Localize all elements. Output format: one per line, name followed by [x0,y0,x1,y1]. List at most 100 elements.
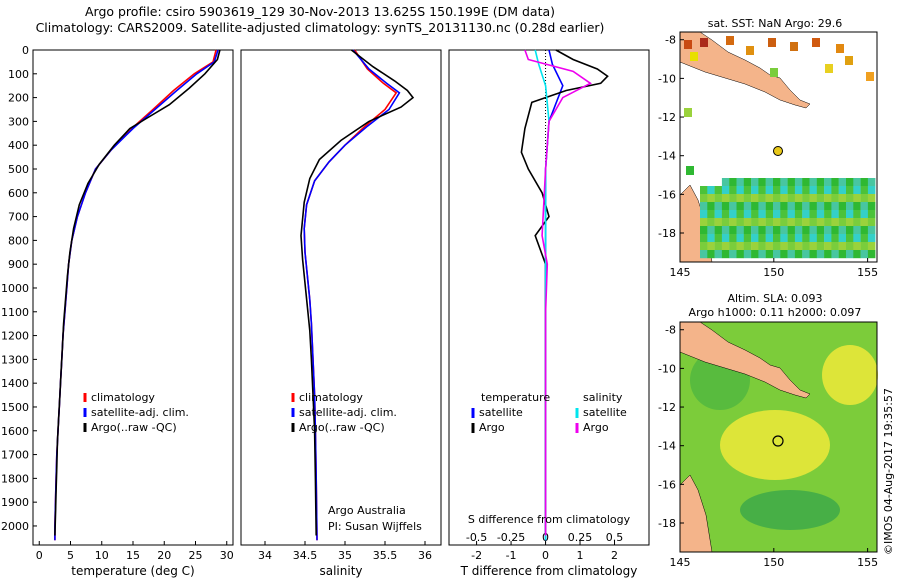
sst-pixel [743,186,752,195]
sst-pixel [773,234,781,243]
map-y-tick-label: -12 [658,401,676,414]
sst-pixel [765,194,774,203]
x-tick-label: 0 [542,549,549,562]
sst-pixel [751,218,759,227]
sla-png-land [679,321,811,399]
sst-pixel [700,234,708,243]
sst-pixel [831,218,839,227]
sst-pixel [794,194,803,203]
x-tick-label: 0 [36,549,43,562]
sst-pixel [824,250,832,259]
salinity-axes [240,49,442,546]
sst-pixel [824,226,832,235]
sst-pixel [707,186,715,195]
sst-pixel [765,234,774,243]
sst-pixel [758,250,766,259]
map-y-tick-label: -8 [665,324,676,337]
map-y-tick-label: -16 [658,188,676,201]
sst-pixel [846,202,854,211]
sst-pixel [787,218,796,227]
sst-map-frame [679,31,878,263]
sst-argo-location-marker [773,146,783,156]
t-difference-xlabel: T difference from climatology [460,564,638,578]
sst-pixel [809,250,817,259]
sst-pixel [707,194,715,203]
salinity-series [300,49,415,541]
sst-pixel [853,226,861,235]
sst-pixel [700,186,708,195]
sst-pixel [751,202,759,211]
map-y-tick-label: -14 [658,440,676,453]
sst-pixel [773,210,781,219]
map-y-tick-label: -10 [658,362,676,375]
sst-pixel [860,202,869,211]
sst-pixel [794,218,803,227]
sst-pixel [743,226,752,235]
y-tick-label: 800 [8,234,29,247]
sst-pixel [743,250,752,259]
sst-pixel [838,234,847,243]
x-tick-label: 20 [157,549,171,562]
sla-map-subtitle: Argo h1000: 0.11 h2000: 0.097 [689,306,862,319]
sst-pixel [867,202,876,211]
sst-pixel [773,194,781,203]
sst-pixel [700,210,708,219]
sst-map-ticks: 145 150 155 -8 -10 -12 -14 -16 -18 [658,34,878,279]
sst-pixel [729,202,737,211]
x-tick-label: 25 [189,549,203,562]
series-line-salinity-argo [524,49,592,536]
sst-pixel [816,226,825,235]
sst-pixel [729,186,737,195]
sst-pixel [853,178,861,187]
temperature-x-ticks: 0 5 10 15 20 25 30 [36,541,234,562]
y-tick-label: 1600 [1,425,29,438]
legend-label: satellite-adj. clim. [91,406,189,419]
map-y-tick-label: -14 [658,150,676,163]
sst-pixel [743,218,752,227]
sst-pixel [794,186,803,195]
sst-pixel [700,242,708,251]
sst-pixel [758,226,766,235]
sst-pixel [867,186,876,195]
sst-pixel [707,210,715,219]
y-tick-label: 400 [8,139,29,152]
sst-pixel [802,234,810,243]
sst-pixel [838,226,847,235]
sst-pixel [809,218,817,227]
sst-pixel [802,242,810,251]
sst-pixel [768,38,776,47]
sst-pixel [860,234,869,243]
sla-argo-location-marker [772,435,784,447]
sst-pixel [758,210,766,219]
difference-series [520,49,609,541]
sst-pixel [802,218,810,227]
sst-pixel [838,210,847,219]
sst-pixel [700,194,708,203]
sst-pixel [773,202,781,211]
s-tick-label: -0.5 [466,531,487,544]
sst-pixel [751,242,759,251]
sst-pixel [721,234,730,243]
sst-pixel [773,242,781,251]
sst-pixel [751,194,759,203]
sst-pixel [846,210,854,219]
sst-pixel [729,234,737,243]
sst-pixel [726,36,734,45]
sst-pixel [816,242,825,251]
sst-pixel [825,64,833,73]
sst-pixel [707,234,715,243]
sst-pixel [765,202,774,211]
sst-pixel [816,178,825,187]
sst-pixel [824,194,832,203]
sst-pixel [802,178,810,187]
y-tick-label: 100 [8,68,29,81]
sst-pixel [809,210,817,219]
sst-pixel [838,202,847,211]
sst-pixel [736,226,744,235]
sst-pixel [816,218,825,227]
sst-pixel [746,46,754,55]
y-tick-label: 200 [8,92,29,105]
sst-pixel [707,218,715,227]
sst-pixel [802,202,810,211]
map-x-tick-label: 150 [763,266,784,279]
